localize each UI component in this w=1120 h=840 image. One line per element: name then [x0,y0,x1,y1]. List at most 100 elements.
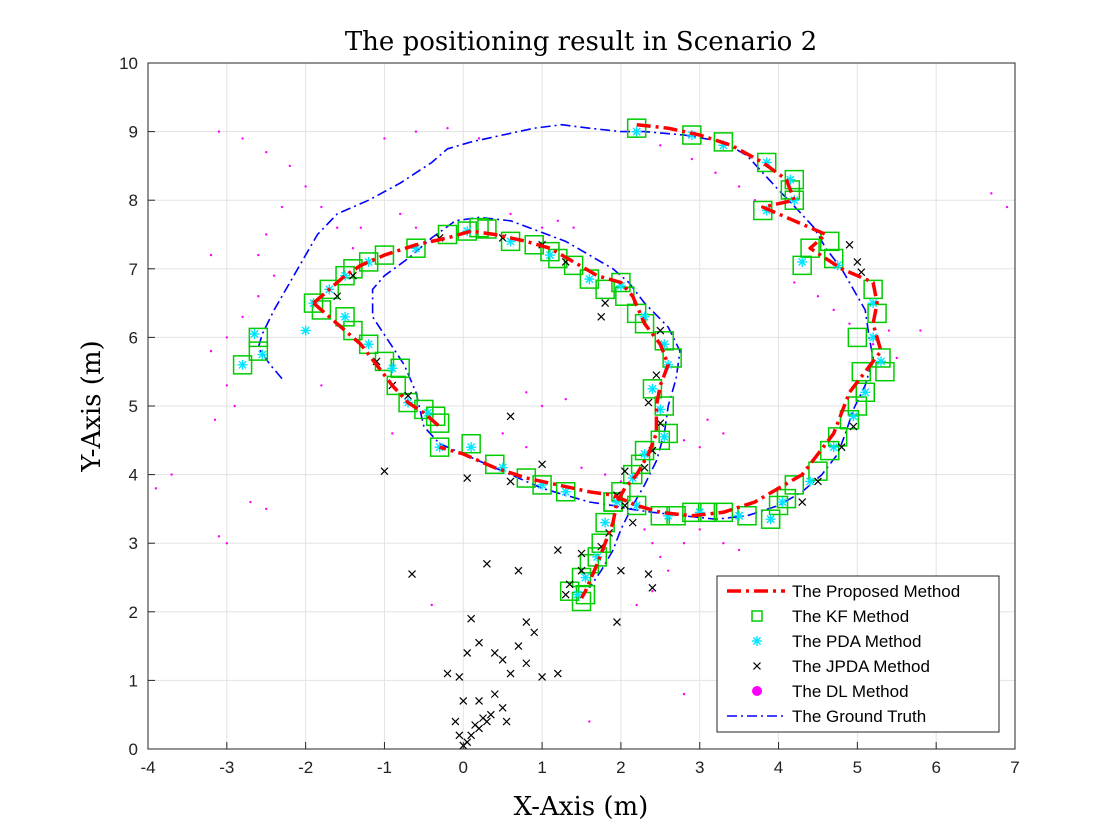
data-point [652,371,661,380]
data-point [443,669,452,678]
legend-marker [751,610,763,622]
data-point [792,255,812,276]
chart-title: The positioning result in Scenario 2 [345,27,817,57]
data-point [249,500,252,504]
data-point [387,363,398,374]
data-point [597,312,606,321]
x-tick-label: 4 [774,758,783,777]
x-tick-label: 2 [616,758,625,777]
data-point [257,253,260,257]
data-point [288,164,292,168]
data-point [311,300,332,320]
x-tick-label: 3 [695,758,704,777]
data-point [446,126,449,130]
x-tick-label: 1 [537,758,546,777]
data-point [430,603,433,607]
data-point [651,590,654,593]
data-point [714,171,717,174]
data-point [643,528,646,531]
data-point [760,509,781,529]
data-point [734,510,745,521]
data-point [380,467,389,476]
data-point [584,274,595,285]
data-point [659,555,662,559]
data-point [540,404,544,408]
data-point [455,673,464,681]
data-point [572,589,583,600]
data-point [374,245,395,265]
legend-label: The PDA Method [792,632,921,651]
data-point [849,422,858,431]
data-point [300,325,311,336]
data-point [498,655,507,664]
data-point [644,570,653,578]
data-point [467,614,476,623]
data-point [765,514,776,525]
legend-marker [753,662,761,670]
data-point [241,137,244,140]
tick-labels: -4 -3 -2 -1 0 1 2 3 4 5 6 7 0 1 2 3 4 5 6 7 8 9 10 [119,54,1020,777]
data-point [613,618,621,627]
data-point [408,570,416,578]
data-point [571,591,592,612]
data-point [626,118,647,138]
series-the-proposed-method [312,229,670,599]
data-point [553,546,562,554]
data-point [722,432,725,435]
data-point [213,418,217,421]
data-point [616,566,625,575]
data-point [855,382,875,403]
data-point [343,259,363,279]
data-point [805,476,816,487]
series-layer [154,118,1009,750]
x-tick-label: -2 [298,758,313,777]
data-point [626,495,647,516]
data-point [698,528,701,531]
data-point [506,412,515,421]
data-point [650,430,671,451]
legend-entry-the-jpda-method: The JPDA Method [753,657,930,676]
data-point [706,418,709,421]
data-point [601,299,610,308]
data-point [875,361,895,382]
data-point [561,590,570,599]
legend-label: The JPDA Method [792,657,930,676]
series-the-proposed-method-left [312,301,441,428]
data-point [363,339,374,350]
data-point [241,315,244,319]
data-point [414,130,418,133]
data-point [777,497,788,508]
data-point [553,669,562,678]
x-tick-label: 7 [1010,758,1019,777]
data-point [565,580,574,589]
y-tick-label: 2 [129,603,138,622]
data-point [814,477,822,486]
data-point [477,137,481,140]
data-point [386,375,407,396]
data-point [358,252,379,272]
data-point [648,583,657,592]
legend-entry-the-kf-method: The KF Method [751,607,909,626]
data-point [647,383,658,394]
legend: The Proposed Method The KF Method The PDA … [716,575,1000,733]
data-point [429,413,450,433]
data-point [798,498,807,506]
y-tick-label: 5 [129,397,138,416]
data-point [823,248,844,269]
data-point [304,185,307,188]
data-point [847,327,868,348]
legend-marker [752,636,762,646]
data-point [502,717,511,726]
x-tick-label: 5 [853,758,862,777]
data-point [820,231,840,252]
data-point [784,169,805,190]
data-point [851,361,872,382]
data-point [628,518,637,527]
data-point [919,329,922,332]
y-tick-label: 10 [119,54,138,73]
data-point [335,226,339,229]
data-point [477,219,497,239]
y-axis-label: Y-Axis (m) [77,340,107,472]
data-point [217,130,221,133]
x-tick-label: -1 [377,758,392,777]
